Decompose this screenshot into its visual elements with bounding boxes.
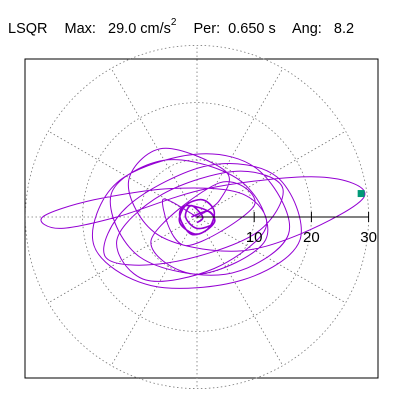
chart-title: LSQR Max: 29.0 cm/s2 Per: 0.650 s Ang: 8… [8,17,355,37]
plot-frame [24,58,379,379]
radial-tick-label: 10 [246,229,263,246]
method-label: LSQR [8,20,48,37]
grid-spoke [48,216,198,304]
radial-tick-label: 30 [360,229,377,246]
grid-spoke [196,216,346,304]
grid-spoke [196,130,346,218]
peak-marker [357,190,365,198]
grid-spoke [110,68,198,218]
max-unit-exponent: 2 [170,17,177,28]
period-value: 0.650 s [228,20,276,37]
orbit-series-path [178,198,216,236]
period-label: Per: [193,20,221,37]
orbit-series-path [40,147,366,289]
grid-spoke [110,216,198,366]
grid-spoke [196,68,284,218]
angle-label: Ang: [291,20,322,37]
grid-spoke [196,216,284,366]
orbit-series [40,147,366,289]
peak-marker-group [357,190,365,198]
radial-tick-label: 20 [303,229,320,246]
grid-spoke [48,130,198,218]
max-label: Max: [64,20,96,37]
radial-axis: 10 20 30 [197,212,377,246]
max-value: 29.0 cm/s [108,20,171,37]
angle-value: 8.2 [333,20,355,37]
